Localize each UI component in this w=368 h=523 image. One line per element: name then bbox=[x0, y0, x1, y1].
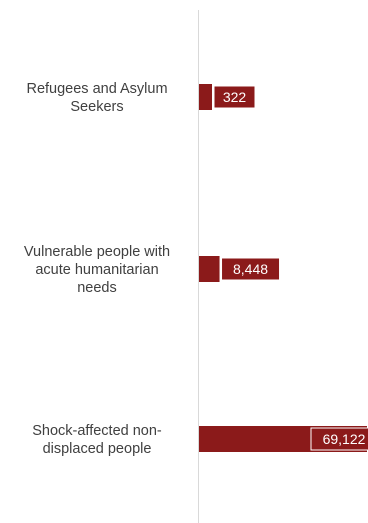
category-label-line: Refugees and Asylum bbox=[26, 81, 167, 97]
category-label-line: displaced people bbox=[43, 441, 152, 457]
category-label: Shock-affected non-displaced people bbox=[32, 423, 162, 457]
data-label: 322 bbox=[223, 89, 247, 105]
labels-group: 322 Refugees and Asylum Seekers 8,448 Vulner… bbox=[24, 81, 368, 457]
category-label-line: acute humanitarian bbox=[35, 262, 158, 278]
data-label-box bbox=[221, 257, 281, 281]
data-label: 69,122 bbox=[323, 431, 366, 447]
bar bbox=[199, 256, 220, 282]
data-label-box bbox=[213, 85, 256, 109]
data-label-box bbox=[310, 427, 368, 451]
category-label-line: needs bbox=[77, 280, 117, 296]
bar bbox=[199, 84, 212, 110]
data-label: 8,448 bbox=[233, 261, 268, 277]
category-label-line: Seekers bbox=[70, 99, 123, 115]
category-label: Vulnerable people with acute humanitarian… bbox=[24, 244, 170, 296]
category-label: Refugees and Asylum Seekers bbox=[26, 81, 167, 115]
category-label-line: Shock-affected non- bbox=[32, 423, 162, 439]
category-label-line: Vulnerable people with bbox=[24, 244, 170, 260]
